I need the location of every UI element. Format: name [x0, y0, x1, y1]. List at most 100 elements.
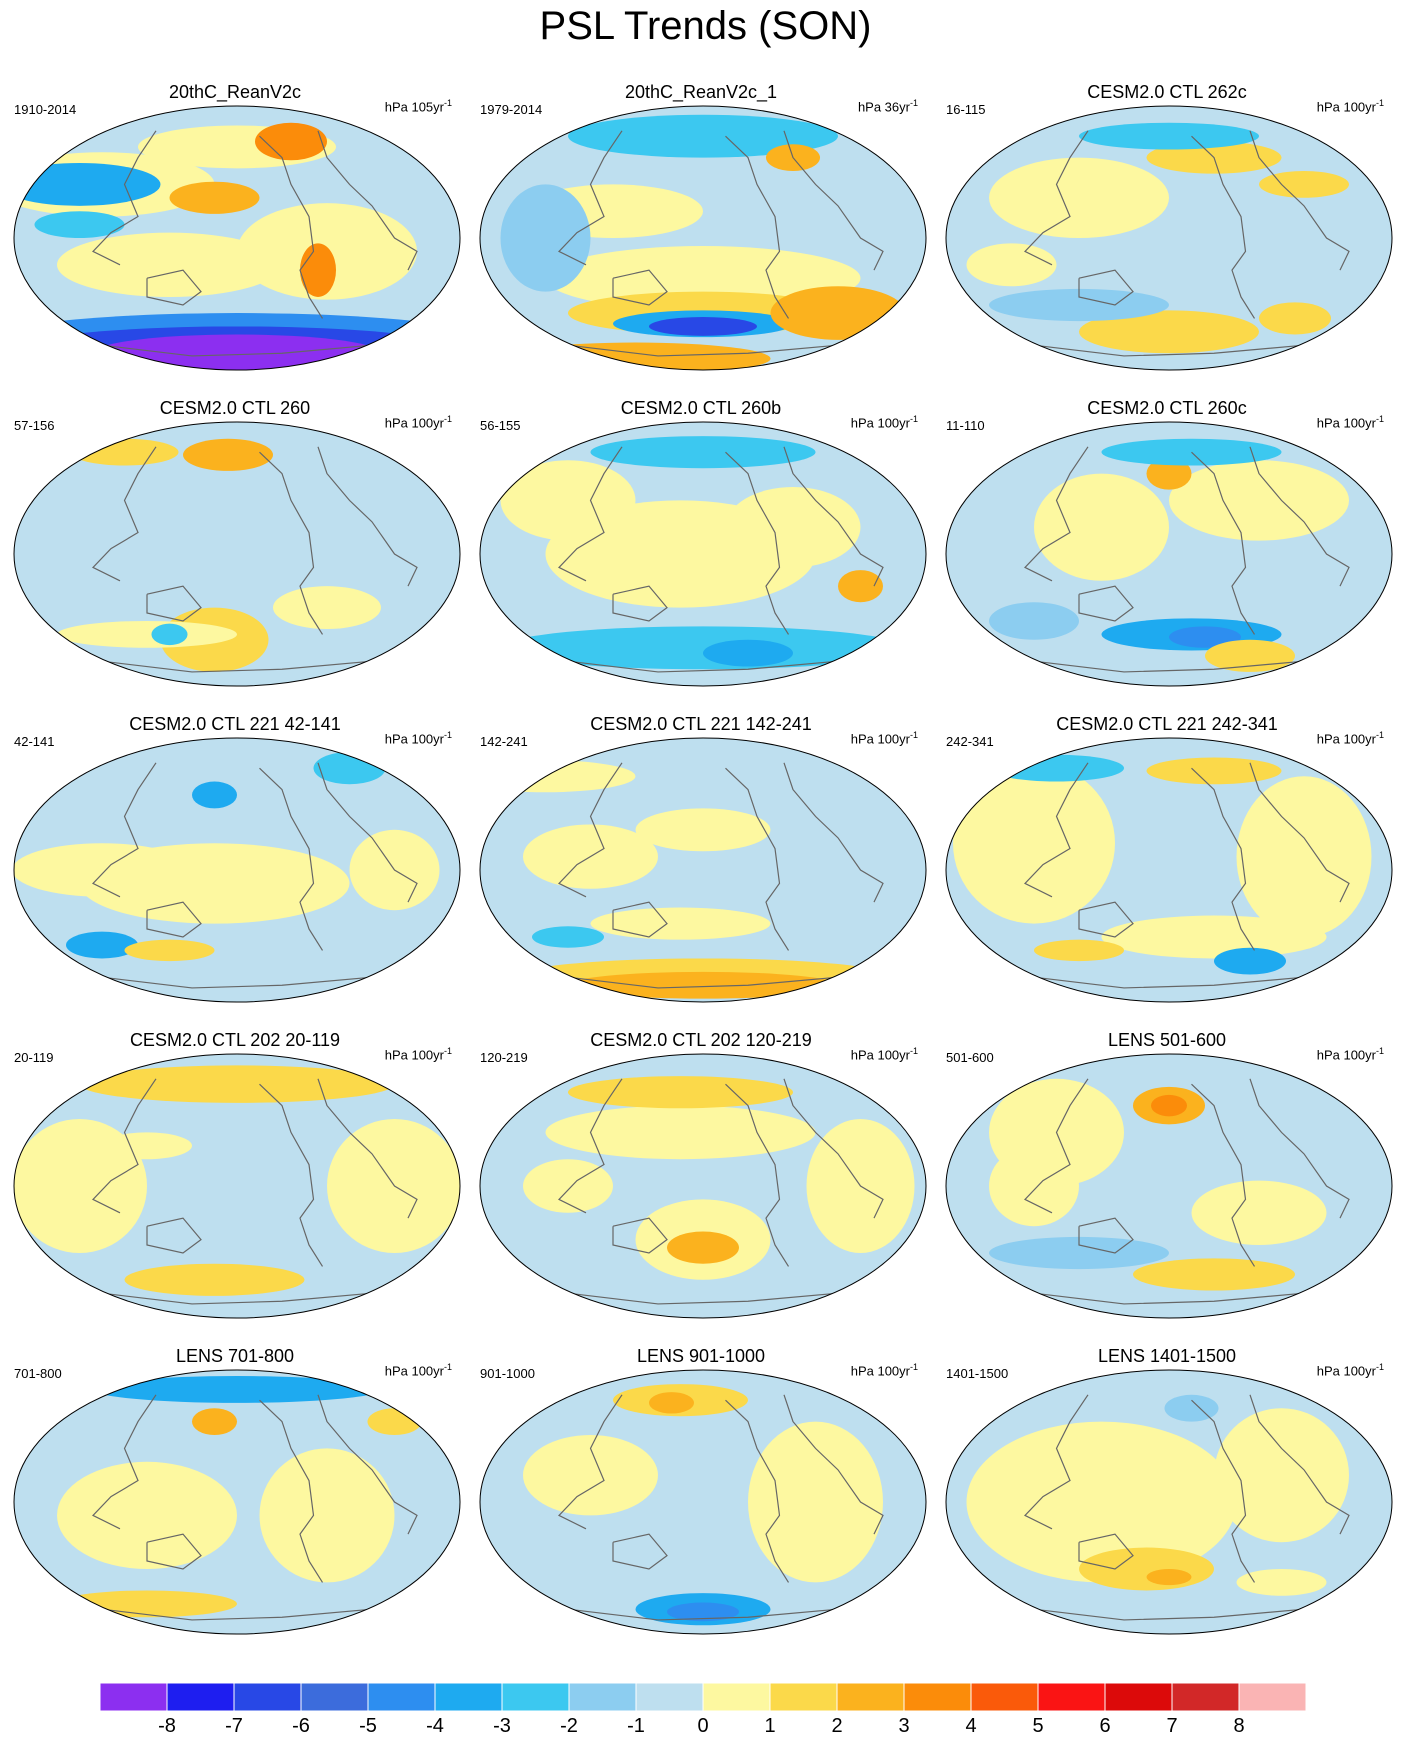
panel-units-exponent: -1: [1375, 1362, 1384, 1372]
map-outline: [945, 737, 1393, 1003]
coastline: [558, 446, 623, 582]
panel-units: hPa 100yr-1: [385, 1362, 452, 1378]
map-outline: [945, 105, 1393, 371]
colorbar-swatch: [501, 1683, 570, 1711]
map-outline: [13, 421, 461, 687]
coastline: [146, 585, 202, 622]
coastline: [146, 901, 202, 938]
panel-title: CESM2.0 CTL 260c: [1087, 398, 1247, 418]
map-outline: [479, 1053, 927, 1319]
trend-contour: [93, 1376, 381, 1403]
coastline: [1249, 762, 1350, 903]
trend-contour: [93, 334, 381, 370]
coastline: [101, 1292, 373, 1305]
panel-units-exponent: -1: [443, 730, 452, 740]
panel-title: CESM2.0 CTL 260: [159, 398, 311, 418]
panel-units-exponent: -1: [909, 414, 918, 424]
map-panel: CESM2.0 CTL 221 142-241 142-241 hPa 100yr-…: [470, 714, 932, 1014]
coastline: [567, 976, 839, 989]
trend-contour: [545, 246, 861, 311]
coastline: [567, 344, 839, 357]
coastline: [101, 976, 373, 989]
panel-units-text: hPa 100yr: [850, 1363, 910, 1379]
colorbar-swatch: [1037, 1683, 1106, 1711]
trend-contour: [66, 931, 138, 959]
colorbar-swatch: [702, 1683, 771, 1711]
trend-contour: [725, 487, 861, 568]
coastline: [92, 446, 157, 582]
panel-period: 1910-2014: [14, 102, 77, 117]
panel-units-exponent: -1: [1375, 730, 1384, 740]
colorbar-tick-label: -7: [225, 1715, 243, 1737]
world-map: [945, 1369, 1393, 1635]
colorbar-swatch: [1238, 1683, 1306, 1711]
coastline: [259, 451, 324, 635]
trend-contour: [989, 602, 1079, 640]
world-map: [13, 1053, 461, 1319]
coastline: [259, 1083, 324, 1267]
panel-units-text: hPa 100yr: [384, 1047, 444, 1063]
trend-contour: [57, 232, 282, 297]
coastline: [783, 130, 884, 271]
trend-contour: [1205, 639, 1295, 672]
world-map: [479, 1053, 927, 1319]
coastline: [92, 130, 157, 266]
colorbar-tick-label: -8: [158, 1715, 176, 1737]
coastline: [1078, 1533, 1134, 1570]
coastline: [317, 446, 418, 587]
panel-period: 16-115: [946, 102, 986, 117]
trend-contour: [192, 781, 237, 809]
trend-contour: [1214, 947, 1286, 975]
panel-period: 56-155: [480, 418, 521, 433]
trend-contour: [966, 243, 1057, 287]
trend-contour: [770, 286, 906, 340]
panel-units-exponent: -1: [443, 98, 452, 108]
colorbar-tick-label: 1: [764, 1715, 776, 1737]
world-map: [13, 737, 461, 1003]
trend-contour: [259, 1448, 395, 1583]
panel-units: hPa 100yr-1: [1317, 1362, 1384, 1378]
trend-contour: [590, 436, 816, 469]
trend-contour: [966, 1421, 1237, 1583]
coastline: [1191, 135, 1256, 319]
panel-period: 901-1000: [480, 1366, 535, 1381]
panel-period: 57-156: [14, 418, 55, 433]
colorbar-tick-label: -5: [359, 1715, 377, 1737]
coastline: [1024, 1394, 1089, 1530]
trend-contour: [568, 114, 838, 158]
coastline: [1191, 1083, 1256, 1267]
coastline: [101, 1608, 373, 1621]
panel-period: 701-800: [14, 1366, 62, 1381]
panel-units-text: hPa 100yr: [1316, 415, 1376, 431]
trend-contour: [1146, 757, 1282, 785]
coastline: [725, 767, 790, 951]
trend-contour: [1151, 1094, 1187, 1117]
map-panel: CESM2.0 CTL 260c 11-110 hPa 100yr-1: [936, 398, 1398, 698]
colorbar-tick-label: 6: [1099, 1715, 1111, 1737]
panel-units-text: hPa 100yr: [850, 415, 910, 431]
panel-units-exponent: -1: [443, 1046, 452, 1056]
coastline: [317, 1078, 418, 1219]
panel-units-text: hPa 100yr: [384, 731, 444, 747]
panel-units: hPa 100yr-1: [851, 1046, 918, 1062]
coastline: [1078, 1217, 1134, 1254]
trend-contour: [649, 1392, 694, 1414]
trend-contour: [590, 907, 771, 940]
coastline: [1024, 130, 1089, 266]
map-panel: LENS 901-1000 901-1000 hPa 100yr-1: [470, 1346, 932, 1646]
trend-contour: [500, 626, 906, 670]
panel-units: hPa 100yr-1: [851, 1362, 918, 1378]
trend-contour: [255, 122, 327, 161]
coastline: [783, 762, 884, 903]
map-panel: CESM2.0 CTL 221 42-141 42-141 hPa 100yr-1: [4, 714, 466, 1014]
panel-period: 142-241: [480, 734, 528, 749]
trend-contour: [649, 317, 757, 336]
panel-title: CESM2.0 CTL 202 120-219: [590, 1030, 812, 1050]
panel-units-exponent: -1: [909, 730, 918, 740]
panel-title: CESM2.0 CTL 221 242-341: [1056, 714, 1278, 734]
trend-contour: [1191, 1180, 1327, 1245]
map-panel: 20thC_ReanV2c_1 1979-2014 hPa 36yr-1: [470, 82, 932, 382]
trend-contour: [1101, 915, 1327, 959]
trend-contour: [313, 752, 386, 785]
map-outline: [13, 737, 461, 1003]
